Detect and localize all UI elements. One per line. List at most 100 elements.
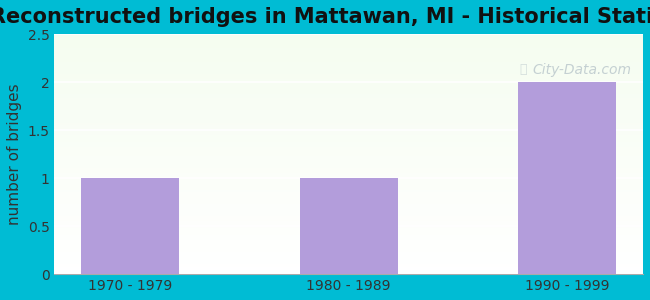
Bar bbox=[55, 142, 643, 145]
Bar bbox=[55, 173, 643, 176]
Bar bbox=[55, 245, 643, 248]
Bar bbox=[55, 51, 643, 53]
Bar bbox=[55, 97, 643, 99]
Bar bbox=[55, 267, 643, 269]
Bar bbox=[55, 37, 643, 39]
Bar bbox=[55, 92, 643, 94]
Bar bbox=[55, 166, 643, 169]
Bar bbox=[55, 209, 643, 212]
Bar bbox=[55, 118, 643, 121]
Bar bbox=[55, 243, 643, 245]
Bar bbox=[55, 49, 643, 51]
Bar bbox=[55, 169, 643, 171]
Title: Reconstructed bridges in Mattawan, MI - Historical Statistics: Reconstructed bridges in Mattawan, MI - … bbox=[0, 7, 650, 27]
Bar bbox=[55, 250, 643, 253]
Bar bbox=[55, 171, 643, 173]
Bar bbox=[55, 111, 643, 113]
Bar bbox=[55, 219, 643, 221]
Bar bbox=[55, 140, 643, 142]
Bar bbox=[55, 207, 643, 209]
Bar bbox=[55, 61, 643, 63]
Bar bbox=[55, 41, 643, 44]
Bar bbox=[55, 212, 643, 214]
Bar bbox=[55, 195, 643, 197]
Bar bbox=[55, 70, 643, 73]
Bar bbox=[55, 159, 643, 161]
Bar bbox=[55, 56, 643, 58]
Bar bbox=[55, 104, 643, 106]
Text: 🔍: 🔍 bbox=[519, 63, 527, 76]
Bar bbox=[55, 75, 643, 77]
Bar bbox=[55, 99, 643, 101]
Bar bbox=[55, 133, 643, 135]
Bar bbox=[55, 181, 643, 183]
Y-axis label: number of bridges: number of bridges bbox=[7, 83, 22, 225]
Bar bbox=[55, 188, 643, 190]
Bar bbox=[55, 73, 643, 75]
Bar bbox=[55, 149, 643, 152]
Bar bbox=[55, 77, 643, 80]
Bar bbox=[55, 154, 643, 157]
Bar bbox=[55, 231, 643, 233]
Bar bbox=[55, 241, 643, 243]
Bar bbox=[55, 226, 643, 229]
Bar bbox=[55, 253, 643, 255]
Bar bbox=[518, 82, 616, 274]
Bar bbox=[55, 197, 643, 200]
Bar bbox=[55, 34, 643, 37]
Bar bbox=[55, 85, 643, 87]
Bar bbox=[55, 123, 643, 125]
Bar bbox=[55, 87, 643, 89]
Bar bbox=[55, 113, 643, 116]
Bar bbox=[55, 58, 643, 61]
Bar bbox=[55, 200, 643, 202]
Bar bbox=[55, 224, 643, 226]
Bar bbox=[55, 101, 643, 104]
Bar bbox=[55, 152, 643, 154]
Bar bbox=[55, 202, 643, 205]
Bar bbox=[55, 39, 643, 41]
Bar bbox=[55, 176, 643, 178]
Bar bbox=[55, 82, 643, 85]
Bar bbox=[55, 109, 643, 111]
Bar bbox=[55, 94, 643, 97]
Bar bbox=[300, 178, 398, 274]
Bar bbox=[55, 255, 643, 257]
Bar bbox=[55, 183, 643, 185]
Bar bbox=[55, 229, 643, 231]
Bar bbox=[55, 46, 643, 49]
Bar bbox=[55, 238, 643, 241]
Bar bbox=[55, 265, 643, 267]
Bar bbox=[55, 185, 643, 188]
Bar bbox=[55, 193, 643, 195]
Bar bbox=[55, 68, 643, 70]
Bar bbox=[55, 233, 643, 236]
Bar bbox=[55, 106, 643, 109]
Bar bbox=[55, 262, 643, 265]
Bar bbox=[55, 157, 643, 159]
Bar bbox=[55, 65, 643, 68]
Bar bbox=[55, 63, 643, 65]
Bar bbox=[55, 269, 643, 272]
Bar bbox=[55, 53, 643, 56]
Bar bbox=[55, 178, 643, 181]
Bar bbox=[55, 272, 643, 274]
Bar bbox=[55, 147, 643, 149]
Bar bbox=[55, 236, 643, 238]
Bar bbox=[55, 121, 643, 123]
Bar bbox=[55, 145, 643, 147]
Bar bbox=[55, 135, 643, 137]
Bar bbox=[55, 137, 643, 140]
Bar bbox=[55, 89, 643, 92]
Bar bbox=[55, 164, 643, 166]
Bar bbox=[55, 217, 643, 219]
Bar bbox=[81, 178, 179, 274]
Bar bbox=[55, 128, 643, 130]
Bar bbox=[55, 214, 643, 217]
Bar bbox=[55, 257, 643, 260]
Bar bbox=[55, 190, 643, 193]
Bar bbox=[55, 44, 643, 46]
Bar bbox=[55, 260, 643, 262]
Bar bbox=[55, 80, 643, 82]
Bar bbox=[55, 205, 643, 207]
